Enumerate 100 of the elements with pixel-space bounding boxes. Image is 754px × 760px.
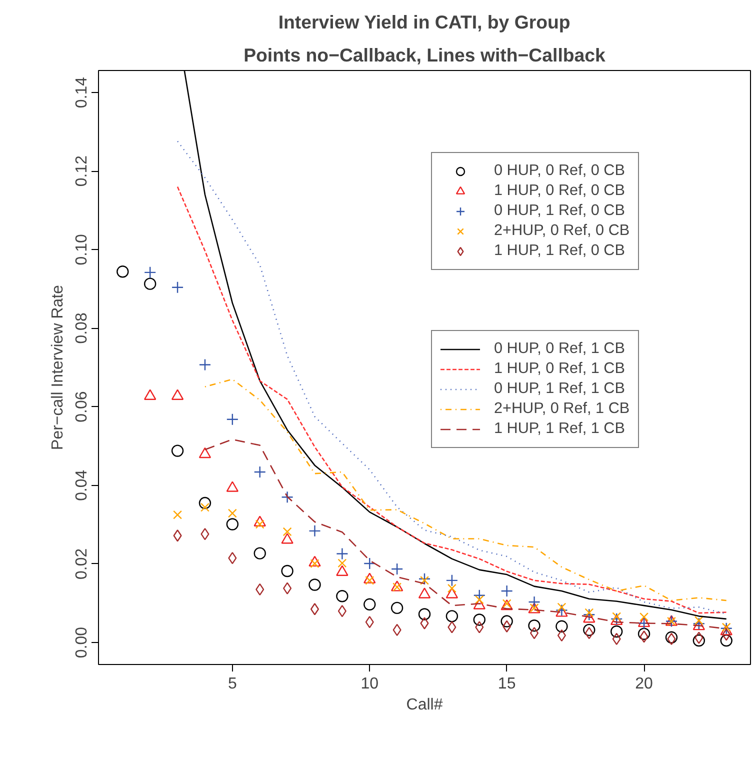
point <box>198 496 212 510</box>
point <box>281 533 294 544</box>
point <box>557 602 566 612</box>
point <box>720 624 732 636</box>
point <box>171 281 184 294</box>
point <box>308 556 321 567</box>
y-axis-title: Per−call Interview Rate <box>50 284 66 450</box>
point <box>418 572 431 585</box>
point <box>144 278 156 290</box>
x-tick-label: 10 <box>360 676 379 692</box>
point <box>226 518 239 530</box>
y-tick-label: 0.12 <box>74 155 90 187</box>
point <box>336 590 348 602</box>
point <box>694 632 704 644</box>
point <box>364 572 376 584</box>
point <box>640 612 649 622</box>
point <box>281 564 294 578</box>
point <box>390 562 404 576</box>
point <box>116 266 129 278</box>
point <box>638 628 650 640</box>
legend-label: 2+HUP, 0 Ref, 1 CB <box>494 400 630 418</box>
point <box>364 598 376 610</box>
point <box>308 524 321 538</box>
legend-label: 0 HUP, 1 Ref, 1 CB <box>494 380 625 398</box>
point <box>420 617 429 630</box>
point <box>502 620 512 632</box>
point <box>254 466 266 478</box>
y-tick-label: 0.14 <box>74 76 90 108</box>
point <box>420 576 429 585</box>
point <box>198 358 212 371</box>
point <box>447 584 456 593</box>
point <box>310 603 319 616</box>
legend-label: 1 HUP, 0 Ref, 1 CB <box>494 360 625 378</box>
point <box>418 608 431 620</box>
point <box>584 608 594 618</box>
point <box>500 584 513 598</box>
point <box>171 444 184 457</box>
point <box>610 625 623 638</box>
point <box>336 548 348 560</box>
y-tick-label: 0.08 <box>74 312 90 344</box>
point <box>338 558 347 568</box>
y-tick-label: 0.00 <box>74 626 90 658</box>
x-tick-label: 15 <box>498 676 516 692</box>
point <box>500 615 513 628</box>
legend-label: 0 HUP, 1 Ref, 0 CB <box>494 202 625 220</box>
point <box>228 508 237 518</box>
point <box>446 574 458 587</box>
point <box>336 565 348 576</box>
point <box>446 610 458 622</box>
point <box>173 510 182 520</box>
point <box>528 596 540 608</box>
point <box>173 530 182 542</box>
point <box>473 598 486 610</box>
point <box>694 616 704 625</box>
legend-label: 0 HUP, 0 Ref, 1 CB <box>494 340 625 358</box>
point <box>528 620 540 632</box>
legend-label: 1 HUP, 0 Ref, 0 CB <box>494 182 625 200</box>
y-tick-label: 0.02 <box>74 548 90 580</box>
point <box>282 527 292 536</box>
y-tick-label: 0.06 <box>74 391 90 422</box>
point <box>255 520 264 529</box>
chart-subtitle: Points no−Callback, Lines with−Callback <box>244 44 606 66</box>
point <box>640 630 648 643</box>
legend-label: 0 HUP, 0 Ref, 0 CB <box>494 162 625 180</box>
point <box>720 634 732 647</box>
legend-label: 1 HUP, 1 Ref, 1 CB <box>494 420 625 438</box>
point <box>556 620 568 632</box>
point <box>474 595 484 604</box>
point <box>308 578 321 591</box>
point <box>171 389 184 400</box>
point <box>612 612 622 622</box>
point <box>226 413 239 426</box>
chart-title: Interview Yield in CATI, by Group <box>278 12 570 32</box>
point <box>390 602 404 614</box>
point <box>692 634 706 647</box>
point <box>583 624 596 636</box>
point <box>448 621 456 634</box>
point <box>475 621 484 634</box>
point <box>720 622 732 634</box>
point <box>254 516 266 526</box>
point <box>281 491 294 504</box>
point <box>473 614 486 626</box>
point <box>144 389 156 400</box>
point <box>446 588 458 598</box>
point <box>365 576 374 585</box>
y-tick-label: 0.04 <box>74 470 90 501</box>
y-tick-label: 0.10 <box>74 234 90 266</box>
point <box>283 582 292 594</box>
x-tick-label: 20 <box>635 676 654 692</box>
point <box>198 447 212 458</box>
point <box>226 481 239 492</box>
point <box>364 557 376 570</box>
line-series <box>204 378 727 602</box>
point <box>722 628 731 641</box>
point <box>473 589 486 602</box>
x-axis-title: Call# <box>406 696 443 714</box>
point <box>722 622 731 632</box>
point <box>144 266 156 279</box>
legend-label: 1 HUP, 1 Ref, 0 CB <box>494 242 625 260</box>
x-tick-label: 5 <box>228 676 237 692</box>
